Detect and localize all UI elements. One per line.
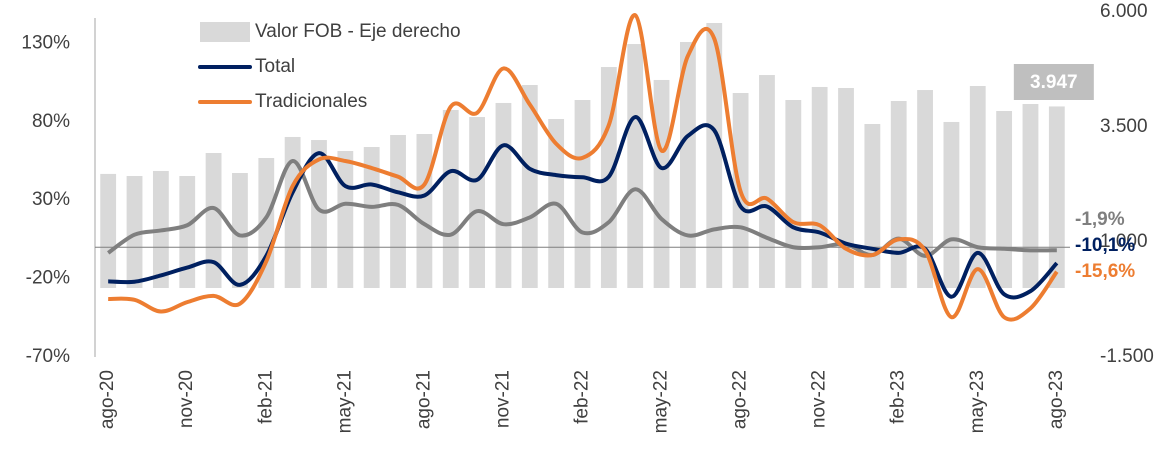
y2-tick-label: 3.500	[1100, 116, 1148, 137]
y2-tick-label: 6.000	[1100, 1, 1148, 22]
x-tick-label: may-23	[967, 370, 988, 433]
line	[108, 13, 1059, 322]
x-tick-label: may-21	[334, 370, 355, 433]
bar	[811, 86, 828, 288]
legend-label: Valor FOB - Eje derecho	[255, 21, 461, 42]
y2-tick-label: -1.500	[1100, 346, 1154, 367]
bar	[969, 86, 986, 288]
bar	[311, 140, 327, 288]
bar	[680, 41, 696, 288]
x-tick-label: ago-21	[413, 370, 434, 429]
bar	[917, 90, 933, 289]
data-label: 3.947	[1030, 72, 1078, 93]
bar	[205, 152, 222, 288]
data-label: -1,9%	[1075, 209, 1125, 230]
bar	[495, 102, 512, 288]
x-tick-label: feb-23	[888, 370, 909, 424]
legend-label: Tradicionales	[255, 91, 367, 112]
bar	[785, 99, 802, 288]
bar	[864, 124, 881, 288]
legend-label: Total	[255, 56, 295, 77]
bar	[943, 121, 960, 289]
x-tick-label: feb-22	[572, 370, 593, 424]
bar	[838, 87, 854, 288]
x-tick-label: ago-22	[730, 370, 751, 429]
data-label: -10,1%	[1075, 235, 1135, 256]
bar	[416, 133, 433, 288]
bar	[759, 75, 775, 289]
bar	[1022, 104, 1039, 288]
bar	[627, 44, 644, 289]
y-tick-label: 80%	[32, 111, 70, 132]
bar	[1048, 106, 1065, 288]
bar	[521, 85, 538, 288]
bar	[337, 151, 354, 288]
bar	[706, 22, 723, 289]
data-label-box	[1013, 64, 1094, 100]
x-tick-label: feb-21	[255, 370, 276, 424]
x-tick-label: may-22	[651, 370, 672, 433]
x-tick-label: nov-22	[809, 370, 830, 428]
y2-tick-label: 1.000	[1100, 231, 1148, 252]
bar	[469, 117, 485, 288]
x-tick-label: ago-20	[97, 370, 118, 429]
x-tick-label: nov-21	[492, 370, 513, 428]
data-label: -15,6%	[1075, 261, 1135, 282]
line	[108, 115, 1059, 300]
x-tick-label: ago-23	[1046, 370, 1067, 429]
bar	[653, 79, 670, 288]
bar	[390, 135, 406, 288]
bar	[363, 147, 380, 288]
bar	[442, 109, 459, 288]
y-tick-label: -20%	[26, 268, 70, 289]
bar	[574, 99, 591, 288]
x-tick-label: nov-20	[176, 370, 197, 428]
y-tick-label: 30%	[32, 189, 70, 210]
bar	[100, 173, 117, 288]
bar	[179, 175, 196, 288]
bar	[890, 101, 907, 288]
bar	[232, 173, 248, 288]
y-tick-label: -70%	[26, 346, 70, 367]
y-tick-label: 130%	[21, 32, 70, 53]
bar	[126, 175, 143, 288]
bar	[284, 136, 301, 288]
legend-swatch	[200, 22, 250, 42]
bar	[996, 110, 1013, 288]
